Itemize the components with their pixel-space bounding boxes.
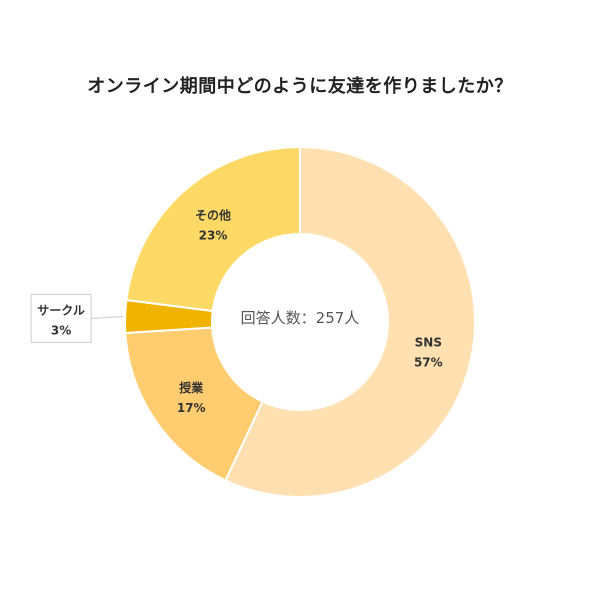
slice-value-label-1: 17% <box>177 401 206 415</box>
slice-3 <box>125 145 301 313</box>
slice-value-label-3: 23% <box>199 228 228 242</box>
slice-category-label-1: 授業 <box>179 380 204 395</box>
slice-category-label-3: その他 <box>195 207 231 222</box>
center-label: 回答人数：257人 <box>241 309 360 327</box>
slice-value-label-2: 3% <box>51 323 71 337</box>
chart-title: オンライン期間中どのように友達を作りましたか？ <box>87 76 513 97</box>
slice-value-label-0: 57% <box>414 356 443 370</box>
slice-0 <box>224 145 476 498</box>
slice-category-label-2: サークル <box>37 303 85 317</box>
slice-category-label-0: SNS <box>415 336 442 350</box>
callout-line-2 <box>91 315 124 319</box>
